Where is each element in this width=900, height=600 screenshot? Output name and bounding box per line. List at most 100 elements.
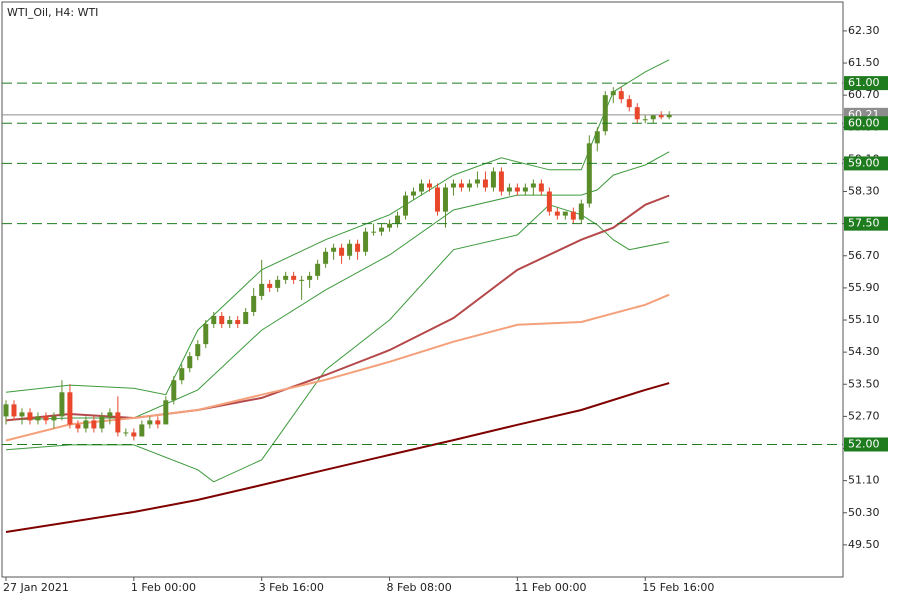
candle-body: [347, 243, 353, 256]
candle-body: [626, 99, 632, 108]
candle-body: [123, 432, 129, 434]
level-label: 57.50: [848, 217, 880, 230]
candle-body: [530, 183, 536, 188]
candle-body: [363, 231, 369, 252]
candle-body: [115, 412, 121, 433]
y-tick-label: 52.70: [848, 409, 880, 422]
candle-body: [251, 295, 257, 312]
candle-body: [586, 143, 592, 204]
y-tick-label: 54.30: [848, 345, 880, 358]
candle-body: [99, 416, 105, 429]
candle-body: [203, 324, 209, 345]
y-tick-label: 53.50: [848, 377, 880, 390]
candle-body: [602, 95, 608, 132]
candle-body: [163, 400, 169, 425]
plot-frame: [1, 1, 844, 578]
candle-body: [379, 227, 385, 232]
candle-body: [339, 247, 345, 256]
candle-body: [267, 283, 273, 288]
y-tick-label: 55.90: [848, 281, 880, 294]
candle-body: [570, 211, 576, 220]
candle-body: [498, 171, 504, 192]
indicator-line: [5, 204, 670, 483]
candle-body: [331, 247, 337, 252]
candle-body: [131, 432, 137, 437]
candle-body: [187, 356, 193, 369]
candle-body: [35, 416, 41, 421]
candle-body: [27, 412, 33, 421]
candle-body: [562, 211, 568, 216]
candle-body: [211, 316, 217, 325]
candle-body: [171, 380, 177, 401]
candle-body: [139, 424, 145, 437]
candle-body: [67, 392, 73, 425]
y-tick-label: 55.10: [848, 313, 880, 326]
candle-body: [227, 320, 233, 325]
candle-body: [195, 344, 201, 357]
candle-body: [107, 412, 113, 417]
level-box: [844, 156, 888, 171]
indicator-line: [5, 151, 670, 421]
candle-body: [59, 392, 65, 417]
candle-body: [75, 424, 81, 429]
candle-body: [594, 131, 600, 144]
candle-body: [155, 420, 161, 425]
candle-body: [3, 404, 9, 417]
x-tick-label: 27 Jan 2021: [3, 581, 69, 594]
candle-body: [514, 187, 520, 192]
candle-body: [650, 115, 656, 120]
indicator-line: [5, 382, 670, 533]
y-tick-label: 51.10: [848, 474, 880, 487]
x-tick-label: 8 Feb 08:00: [387, 581, 452, 594]
candle-body: [482, 179, 488, 188]
candle-body: [642, 119, 648, 121]
y-tick-label: 62.30: [848, 24, 880, 37]
candle-body: [411, 191, 417, 196]
level-label: 61.00: [848, 76, 880, 89]
candle-body: [490, 171, 496, 188]
candle-body: [179, 368, 185, 381]
candle-body: [419, 183, 425, 192]
candle-body: [315, 263, 321, 276]
candle-body: [307, 275, 313, 280]
x-tick-label: 11 Feb 00:00: [514, 581, 586, 594]
y-tick-label: 60.70: [848, 88, 880, 101]
candle-body: [666, 114, 672, 118]
x-tick-label: 1 Feb 00:00: [131, 581, 196, 594]
candle-body: [283, 275, 289, 280]
candle-body: [634, 107, 640, 120]
candle-body: [51, 416, 57, 421]
x-tick-label: 15 Feb 16:00: [642, 581, 714, 594]
candle-body: [434, 187, 440, 212]
candle-body: [387, 223, 393, 228]
candle-body: [91, 420, 97, 429]
candle-body: [458, 183, 464, 188]
candle-body: [546, 191, 552, 212]
chart-title: WTI_Oil, H4: WTI: [7, 6, 98, 19]
candle-body: [355, 243, 361, 252]
level-box: [844, 116, 888, 131]
candle-body: [291, 275, 297, 280]
level-label: 52.00: [848, 437, 880, 450]
candle-body: [554, 211, 560, 216]
candle-body: [522, 187, 528, 192]
candle-body: [578, 203, 584, 220]
level-box: [844, 437, 888, 452]
candle-body: [442, 187, 448, 212]
candle-body: [538, 183, 544, 192]
level-box: [844, 76, 888, 91]
y-tick-label: 61.50: [848, 56, 880, 69]
level-box: [844, 216, 888, 231]
level-label: 60.00: [848, 116, 880, 129]
candle-body: [235, 320, 241, 325]
candle-body: [299, 279, 305, 281]
candle-body: [658, 115, 664, 118]
candle-body: [259, 283, 265, 296]
candle-body: [11, 404, 17, 417]
candle-body: [466, 183, 472, 188]
y-tick-label: 49.50: [848, 538, 880, 551]
candle-body: [426, 183, 432, 188]
candle-body: [506, 187, 512, 192]
candle-body: [43, 416, 49, 421]
